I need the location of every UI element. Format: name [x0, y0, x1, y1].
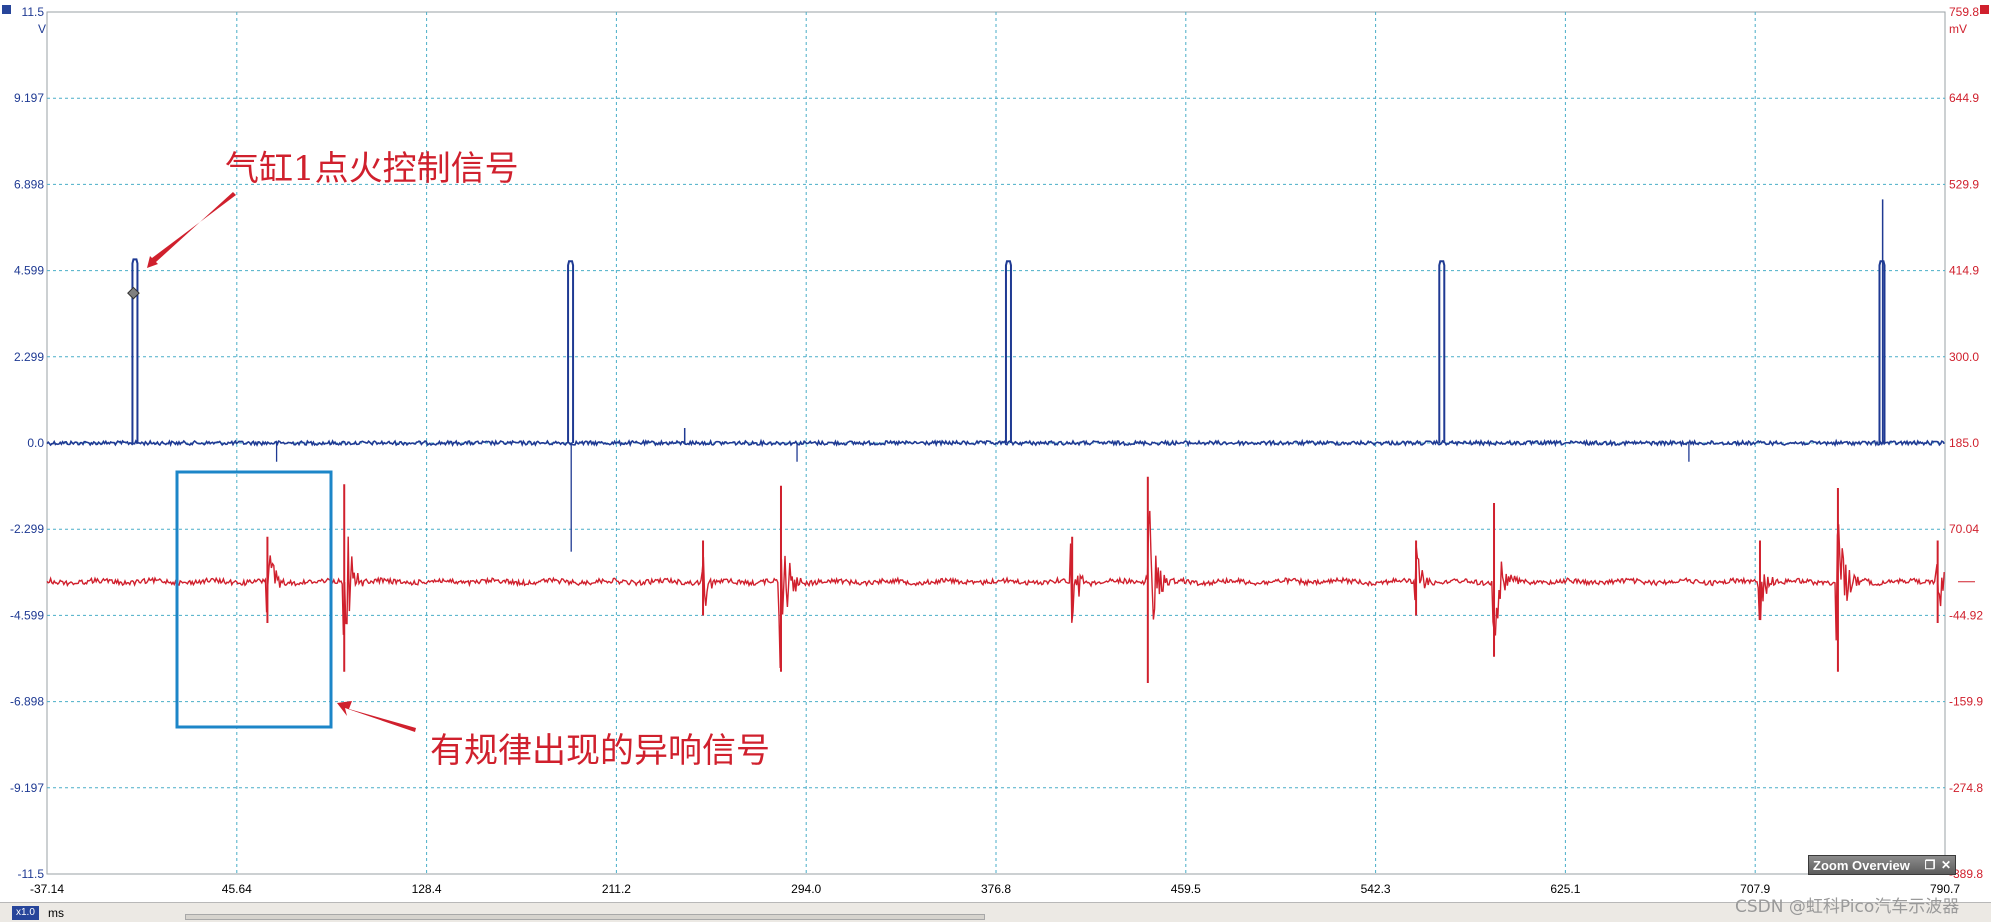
- right-y-tick-label: 529.9: [1949, 177, 1979, 191]
- annotation-arrow-noise: [337, 701, 416, 732]
- left-axis-unit: V: [38, 22, 46, 36]
- horizontal-scrollbar[interactable]: [185, 914, 985, 920]
- annotation-arrow-ignition: [147, 192, 236, 268]
- left-y-tick-label: -4.599: [10, 608, 44, 622]
- annotation-ignition-label: 气缸1点火控制信号: [225, 149, 519, 189]
- left-y-tick-label: 9.197: [14, 91, 44, 105]
- zoom-level-badge[interactable]: x1.0: [12, 906, 39, 920]
- zoom-overview-label: Zoom Overview: [1813, 858, 1910, 873]
- right-y-tick-label: 759.8: [1949, 5, 1979, 19]
- right-y-tick-label: 185.0: [1949, 436, 1979, 450]
- status-bar: x1.0 ms: [0, 902, 1991, 922]
- x-tick-label: 542.3: [1361, 882, 1391, 896]
- ignition-pulse: [1004, 260, 1012, 443]
- left-y-tick-label: 11.5: [22, 5, 45, 19]
- ignition-pulse: [567, 260, 575, 443]
- x-tick-label: 128.4: [412, 882, 442, 896]
- x-tick-label: 459.5: [1171, 882, 1201, 896]
- red-series-trace: [46, 510, 1945, 668]
- left-y-tick-label: -9.197: [10, 781, 44, 795]
- ignition-pulse: [1438, 260, 1446, 443]
- restore-icon[interactable]: ❐: [1924, 858, 1936, 872]
- ignition-pulse: [131, 258, 139, 443]
- zoom-overview-panel[interactable]: Zoom Overview ❐ ✕: [1808, 855, 1956, 875]
- x-unit-label: ms: [48, 906, 64, 920]
- axes: -37.14 45.64 128.4 211.2 294.0 376.8 459.5 542.…: [10, 5, 1983, 896]
- annotation-noise-label: 有规律出现的异响信号: [430, 731, 770, 771]
- right-channel-marker: [1980, 5, 1989, 14]
- right-y-tick-label: 300.0: [1949, 350, 1979, 364]
- right-y-tick-label: 644.9: [1949, 91, 1979, 105]
- right-y-tick-label: 414.9: [1949, 264, 1979, 278]
- right-y-tick-label: -159.9: [1949, 695, 1983, 709]
- x-tick-label: 45.64: [222, 882, 252, 896]
- x-tick-label: 790.7: [1930, 882, 1960, 896]
- left-y-tick-label: 4.599: [14, 264, 44, 278]
- x-tick-label: 294.0: [791, 882, 821, 896]
- left-channel-marker: [2, 5, 11, 14]
- right-y-tick-label: -44.92: [1949, 608, 1983, 622]
- right-axis-unit: mV: [1949, 22, 1967, 36]
- x-tick-label: 707.9: [1740, 882, 1770, 896]
- x-tick-label: -37.14: [30, 882, 64, 896]
- left-y-tick-label: -6.898: [10, 695, 44, 709]
- right-y-tick-label: 70.04: [1949, 522, 1979, 536]
- left-y-tick-label: 2.299: [14, 350, 44, 364]
- left-y-tick-label: 6.898: [14, 177, 44, 191]
- grid: [46, 11, 1946, 875]
- cursor-marker: [127, 286, 140, 300]
- blue-series-baseline: [46, 438, 1945, 448]
- left-y-tick-label: 0.0: [27, 436, 44, 450]
- left-y-tick-label: -11.5: [18, 867, 45, 881]
- x-tick-label: 211.2: [602, 882, 631, 896]
- x-tick-label: 625.1: [1550, 882, 1580, 896]
- series-layer: [46, 199, 1975, 683]
- left-y-tick-label: -2.299: [10, 522, 44, 536]
- right-y-tick-label: -389.8: [1949, 867, 1983, 881]
- close-icon[interactable]: ✕: [1940, 858, 1952, 872]
- noise-highlight-box: [175, 470, 333, 729]
- right-y-tick-label: -274.8: [1949, 781, 1983, 795]
- watermark: CSDN @虹科Pico汽车示波器: [1735, 897, 1960, 917]
- x-tick-label: 376.8: [981, 882, 1011, 896]
